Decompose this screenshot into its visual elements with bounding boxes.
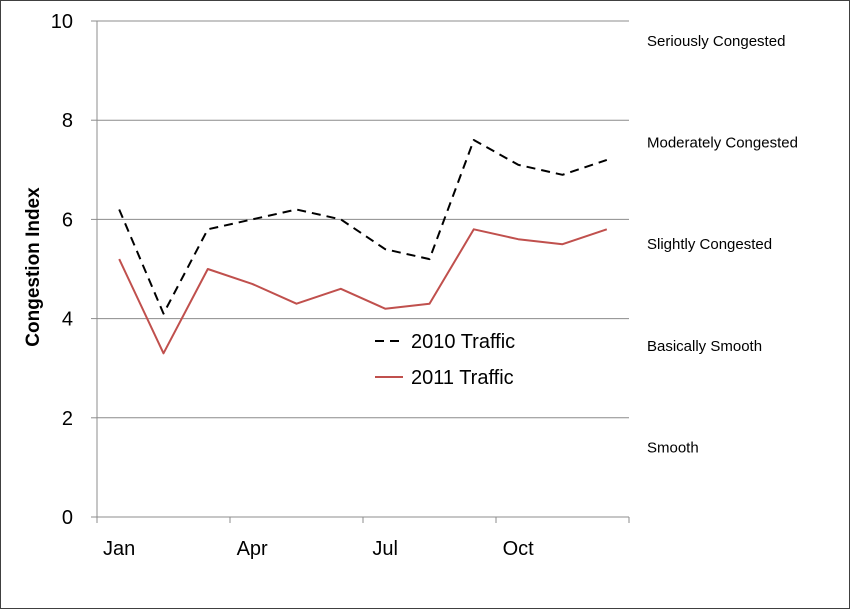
- y-tick-label: 6: [62, 209, 73, 231]
- axes: [91, 20, 630, 523]
- y-tick-label: 10: [51, 11, 73, 33]
- x-tick-label: Jul: [372, 538, 398, 560]
- series-lines: [118, 139, 608, 355]
- legend-entry: 2010 Traffic: [411, 331, 515, 353]
- x-tick-label: Oct: [503, 538, 535, 560]
- gridlines: [97, 20, 629, 419]
- congestion-band-labels: Seriously Congested Moderately Congested S…: [647, 33, 798, 457]
- x-tick-label: Apr: [237, 538, 268, 560]
- y-axis-label: Congestion Index: [23, 187, 44, 347]
- band-label: Basically Smooth: [647, 338, 762, 355]
- y-tick-labels: 0 2 4 6 8 10: [51, 11, 73, 529]
- x-tick-label: Jan: [103, 538, 135, 560]
- series-2011-line: [118, 228, 608, 355]
- band-label: Moderately Congested: [647, 135, 798, 152]
- band-label: Seriously Congested: [647, 33, 785, 50]
- x-tick-labels: Jan Apr Jul Oct: [103, 538, 534, 560]
- legend: 2010 Traffic 2011 Traffic: [375, 331, 515, 389]
- series-2010-line: [118, 139, 608, 315]
- y-tick-label: 2: [62, 408, 73, 430]
- band-label: Slightly Congested: [647, 236, 772, 253]
- y-tick-label: 4: [62, 309, 73, 331]
- legend-entry: 2011 Traffic: [411, 367, 514, 389]
- band-label: Smooth: [647, 440, 699, 457]
- y-tick-label: 8: [62, 110, 73, 132]
- y-tick-label: 0: [62, 507, 73, 529]
